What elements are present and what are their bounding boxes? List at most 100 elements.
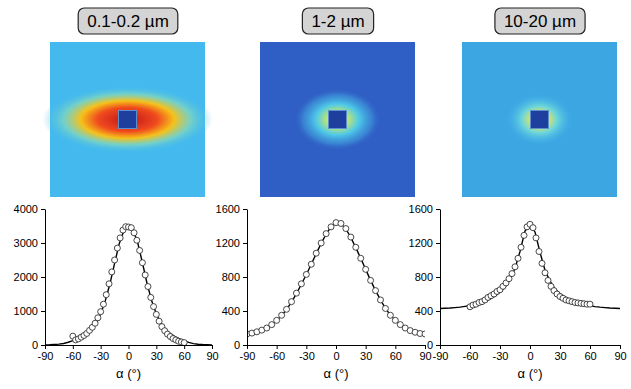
tick-label: 1600	[409, 203, 433, 215]
tick-mark	[184, 345, 185, 349]
title-box	[495, 8, 585, 34]
tick: 60	[179, 345, 191, 362]
data-point	[293, 290, 299, 296]
scattering-pattern	[505, 93, 573, 146]
tick: 1000	[14, 305, 45, 317]
data-point	[112, 257, 118, 263]
tick-label: 1200	[409, 237, 433, 249]
scattering-image	[42, 42, 213, 197]
x-axis: -90-60-300306090	[240, 345, 432, 362]
tick-label: 1600	[216, 203, 240, 215]
data-point	[98, 309, 104, 315]
x-axis-label: α (°)	[324, 366, 349, 381]
data-point	[545, 277, 551, 283]
data-point	[509, 271, 515, 277]
tick-label: -60	[65, 350, 81, 362]
data-point	[518, 244, 524, 250]
tick-mark	[306, 345, 307, 349]
data-point	[378, 297, 384, 303]
data-point	[139, 260, 145, 266]
tick-label: -30	[299, 350, 315, 362]
scattering-image	[260, 42, 415, 197]
tick-mark	[395, 345, 396, 349]
tick: 0	[234, 339, 247, 351]
tick-label: 0	[234, 339, 240, 351]
tick-label: -30	[493, 350, 509, 362]
tick-mark	[620, 345, 621, 349]
tick: 90	[206, 345, 218, 362]
tick-mark	[243, 311, 247, 312]
tick-label: -90	[433, 350, 449, 362]
data-point	[368, 277, 374, 283]
tick: 0	[527, 345, 533, 362]
data-point	[373, 288, 379, 294]
x-axis: -90-60-300306090	[433, 345, 627, 362]
tick: 60	[584, 345, 596, 362]
data-point	[308, 261, 314, 267]
data-point	[512, 264, 518, 270]
tick-mark	[530, 345, 531, 349]
beam-stop	[531, 111, 549, 129]
title-box	[302, 8, 373, 34]
data-point	[318, 240, 324, 246]
data-point	[533, 235, 539, 241]
panel-title: 1-2 µm	[311, 12, 364, 31]
plot-area	[45, 224, 212, 345]
tick-label: 400	[415, 305, 433, 317]
panel-title: 0.1-0.2 µm	[87, 12, 169, 31]
y-axis: 0 400 800 1200 1600	[409, 203, 441, 351]
tick: 0	[333, 345, 339, 362]
tick-label: 1200	[216, 237, 240, 249]
data-point	[151, 304, 157, 310]
tick-label: 60	[584, 350, 596, 362]
tick: 30	[554, 345, 566, 362]
tick-label: 800	[415, 271, 433, 283]
data-point	[134, 237, 140, 243]
tick-label: -90	[240, 350, 256, 362]
tick: 1200	[409, 237, 440, 249]
image-background	[462, 42, 617, 197]
tick-mark	[436, 311, 440, 312]
fit-line	[440, 224, 620, 308]
tick-mark	[440, 345, 441, 349]
tick-mark	[247, 345, 248, 349]
tick: 0	[32, 339, 45, 351]
tick-label: -90	[38, 350, 54, 362]
scattering-pattern	[42, 85, 213, 153]
tick: -30	[493, 345, 509, 362]
data-point	[284, 306, 290, 312]
tick: -90	[240, 345, 256, 362]
tick: 0	[427, 339, 440, 351]
tick-label: 2000	[14, 271, 38, 283]
tick-label: 60	[390, 350, 402, 362]
data-point	[145, 284, 151, 290]
tick-label: 30	[554, 350, 566, 362]
tick-mark	[436, 277, 440, 278]
tick-label: 400	[222, 305, 240, 317]
data-point	[539, 260, 545, 266]
data-point	[303, 271, 309, 277]
data-point	[114, 245, 120, 251]
panel: 10-20 µm-90-60-300306090040080012001600α…	[409, 8, 627, 381]
tick-mark	[500, 345, 501, 349]
axis-line	[440, 210, 441, 346]
x-axis-label: α (°)	[116, 366, 141, 381]
tick-mark	[243, 243, 247, 244]
tick-mark	[366, 345, 367, 349]
data-point	[298, 281, 304, 287]
y-axis: 01000200030004000	[14, 203, 46, 351]
tick: -60	[65, 345, 81, 362]
data-point	[313, 250, 319, 256]
data-point	[515, 255, 521, 261]
fit-line	[247, 223, 425, 334]
image-background	[260, 42, 415, 197]
tick-label: 4000	[14, 203, 38, 215]
tick-mark	[277, 345, 278, 349]
axis-line	[45, 210, 46, 346]
title-box	[78, 8, 178, 34]
tick-mark	[436, 209, 440, 210]
tick-mark	[41, 345, 45, 346]
data-point	[422, 331, 425, 337]
data-point	[103, 292, 109, 298]
tick: 400	[415, 305, 440, 317]
